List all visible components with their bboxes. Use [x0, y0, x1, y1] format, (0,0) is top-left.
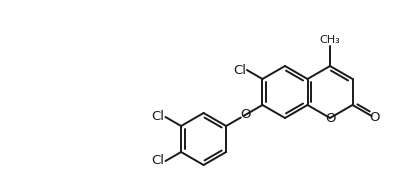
Text: O: O: [325, 112, 335, 124]
Text: CH₃: CH₃: [320, 35, 341, 45]
Text: Cl: Cl: [152, 155, 164, 167]
Text: O: O: [369, 111, 380, 123]
Text: Cl: Cl: [152, 111, 164, 123]
Text: O: O: [240, 108, 250, 122]
Text: Cl: Cl: [233, 64, 246, 76]
